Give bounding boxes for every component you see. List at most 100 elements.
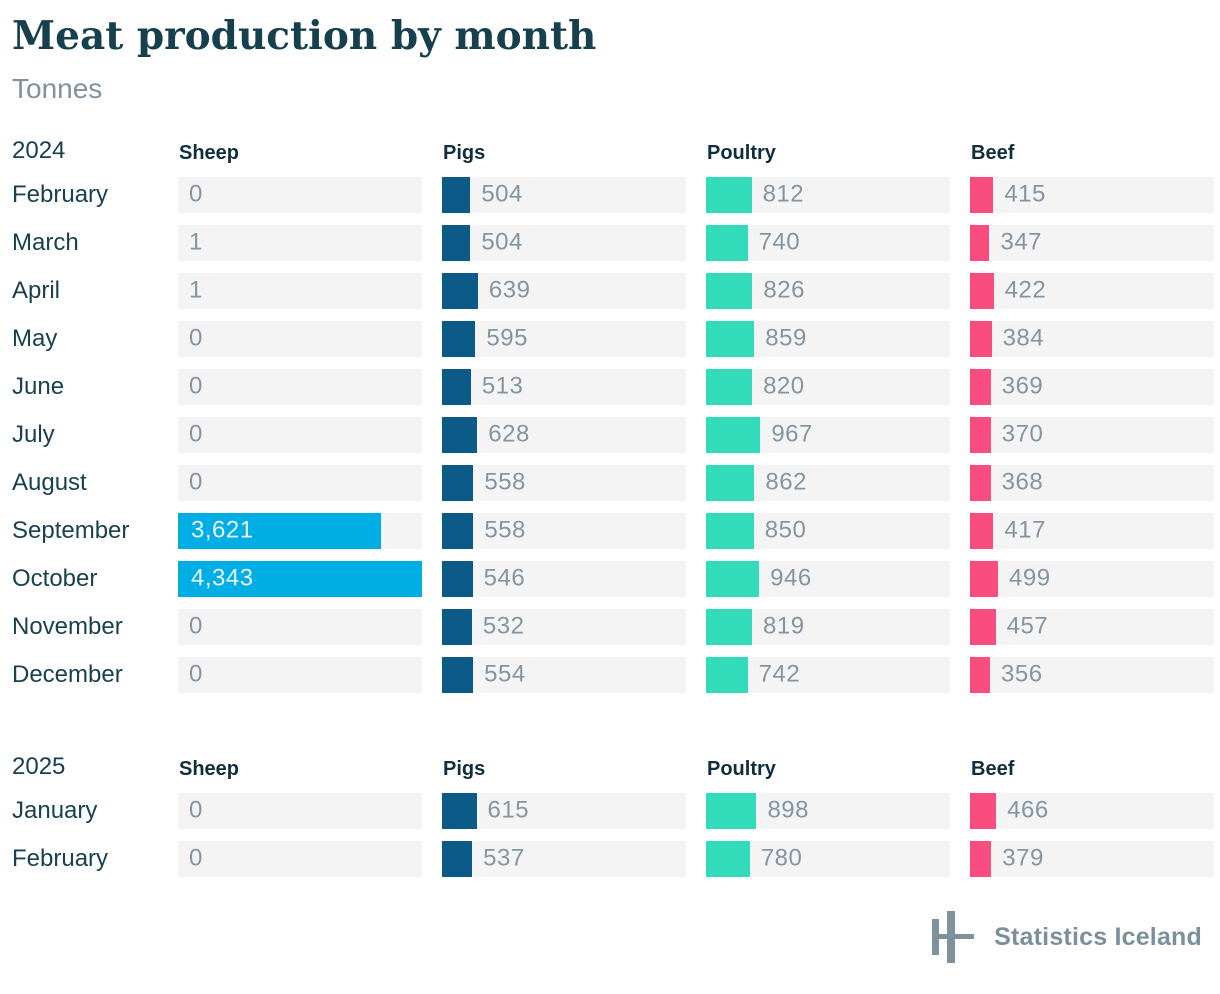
value-label: 537: [483, 844, 525, 872]
chart-sections: 2024 Sheep Pigs Poultry Beef February 0 504 812 4…: [12, 125, 1220, 883]
value-label: 415: [1004, 180, 1046, 208]
bar-pigs: [442, 320, 476, 357]
bar-cell-pigs: 537: [442, 840, 686, 877]
value-label: 368: [1001, 468, 1044, 496]
bar-cell-beef: 417: [970, 512, 1214, 549]
bar-beef: [970, 176, 994, 213]
section-header-row: 2025 Sheep Pigs Poultry Beef: [12, 741, 1220, 787]
data-row-february: February 0 537 780 379: [12, 835, 1220, 883]
bar-cell-pigs: 558: [442, 512, 686, 549]
bar-pigs: [442, 656, 474, 693]
bar-poultry: [706, 560, 760, 597]
value-label: 628: [488, 420, 530, 448]
bar-cell-beef: 379: [970, 840, 1214, 877]
value-label: 595: [486, 324, 528, 352]
data-row-april: April 1 639 826 422: [12, 267, 1220, 315]
month-label: August: [12, 468, 87, 496]
bar-cell-sheep: 3,621: [178, 512, 422, 549]
value-label: 862: [765, 468, 807, 496]
year-section-2024: 2024 Sheep Pigs Poultry Beef February 0 504 812 4…: [12, 125, 1220, 699]
bar-pigs: [442, 560, 473, 597]
bar-beef: [970, 560, 999, 597]
bar-cell-poultry: 898: [706, 792, 950, 829]
value-label: 1: [189, 228, 203, 256]
bar-cell-sheep: 0: [178, 368, 422, 405]
value-label: 457: [1006, 612, 1049, 640]
bar-sheep: [178, 560, 422, 597]
bar-cell-sheep: 4,343: [178, 560, 422, 597]
value-label: 826: [763, 276, 805, 304]
bar-poultry: [706, 464, 755, 501]
month-label: December: [12, 660, 123, 688]
bar-poultry: [706, 368, 753, 405]
bar-cell-poultry: 946: [706, 560, 950, 597]
bar-pigs: [442, 416, 478, 453]
bar-beef: [970, 464, 991, 501]
bar-beef: [970, 656, 990, 693]
value-label: 0: [189, 612, 203, 640]
value-label: 819: [763, 612, 805, 640]
column-header-poultry: Poultry: [707, 141, 776, 164]
brand-text: Statistics Iceland: [994, 922, 1202, 951]
value-label: 1: [189, 276, 203, 304]
value-label: 499: [1009, 564, 1051, 592]
column-header-pigs: Pigs: [443, 757, 486, 780]
year-label: 2025: [12, 752, 66, 780]
value-label: 532: [482, 612, 525, 640]
bar-cell-sheep: 0: [178, 320, 422, 357]
bar-cell-sheep: 0: [178, 464, 422, 501]
value-label: 740: [758, 228, 801, 256]
month-label: March: [12, 228, 79, 256]
year-section-2025: 2025 Sheep Pigs Poultry Beef January 0 615 898 46…: [12, 741, 1220, 883]
value-label: 946: [770, 564, 812, 592]
bar-pigs: [442, 512, 474, 549]
bar-pigs: [442, 176, 471, 213]
column-header-pigs: Pigs: [443, 141, 486, 164]
value-label: 466: [1007, 796, 1049, 824]
bar-cell-beef: 368: [970, 464, 1214, 501]
bar-cell-poultry: 967: [706, 416, 950, 453]
value-label: 0: [189, 660, 203, 688]
bar-beef: [970, 224, 990, 261]
month-label: January: [12, 796, 98, 824]
footer: Statistics Iceland: [928, 908, 1202, 966]
bar-cell-sheep: 0: [178, 656, 422, 693]
bar-cell-poultry: 742: [706, 656, 950, 693]
bar-cell-poultry: 859: [706, 320, 950, 357]
bar-cell-poultry: 819: [706, 608, 950, 645]
value-label: 504: [481, 228, 523, 256]
value-label: 546: [483, 564, 526, 592]
bar-pigs: [442, 608, 472, 645]
data-row-january: January 0 615 898 466: [12, 787, 1220, 835]
bar-sheep: [178, 512, 382, 549]
value-label: 615: [487, 796, 530, 824]
bar-beef: [970, 608, 996, 645]
chart-title: Meat production by month: [12, 13, 597, 59]
bar-beef: [970, 368, 991, 405]
data-row-july: July 0 628 967 370: [12, 411, 1220, 459]
value-label: 513: [481, 372, 524, 400]
value-label: 780: [760, 844, 803, 872]
bar-cell-pigs: 615: [442, 792, 686, 829]
data-row-august: August 0 558 862 368: [12, 459, 1220, 507]
bar-pigs: [442, 840, 473, 877]
bar-cell-pigs: 558: [442, 464, 686, 501]
data-row-december: December 0 554 742 356: [12, 651, 1220, 699]
bar-cell-pigs: 532: [442, 608, 686, 645]
value-label: 850: [764, 516, 807, 544]
bar-cell-beef: 384: [970, 320, 1214, 357]
value-label: 967: [771, 420, 813, 448]
bar-cell-poultry: 812: [706, 176, 950, 213]
bar-cell-poultry: 740: [706, 224, 950, 261]
data-row-october: October 4,343 546 946 499: [12, 555, 1220, 603]
data-row-february: February 0 504 812 415: [12, 171, 1220, 219]
bar-cell-sheep: 0: [178, 840, 422, 877]
value-label: 356: [1001, 660, 1043, 688]
bar-cell-pigs: 595: [442, 320, 686, 357]
value-label: 0: [189, 372, 203, 400]
data-row-september: September 3,621 558 850 417: [12, 507, 1220, 555]
bar-cell-pigs: 639: [442, 272, 686, 309]
value-label: 347: [1000, 228, 1043, 256]
bar-cell-pigs: 513: [442, 368, 686, 405]
value-label: 859: [765, 324, 807, 352]
